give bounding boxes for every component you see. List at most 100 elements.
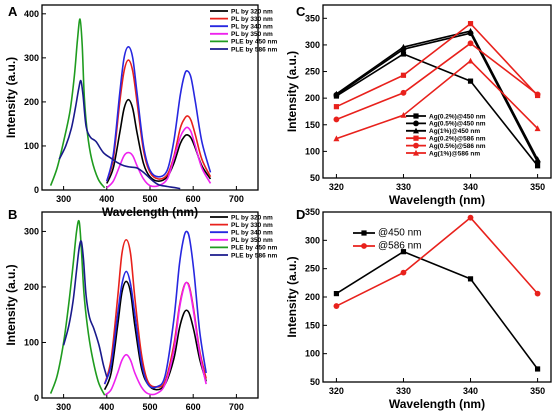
data-point [400,249,407,255]
plot-frame [41,4,259,191]
panel-letter: A [8,4,18,19]
panel-letter: D [296,207,305,222]
x-tick-label: 400 [99,194,114,204]
legend-label: Ag(1%)@586 nm [429,150,480,157]
series-line-PL by 320 nm [103,280,207,391]
plot-frame [322,211,552,383]
panel-letter: C [296,4,306,19]
series-line-PL by 350 nm [106,126,212,189]
x-tick-label: 300 [56,402,71,412]
y-tick-label: 150 [305,320,320,330]
series-line-Ag(0.5%)@450 nm [335,32,539,163]
y-tick-label: 350 [305,13,320,23]
series-line-PLE by 586 nm [58,79,181,190]
x-tick-label: 330 [396,386,411,396]
data-point [467,21,474,27]
data-point [400,269,407,276]
data-point [534,366,541,372]
panel-B: B3004005006007000100200300Wavelength (nm… [4,207,277,412]
series-line-Ag(0.5%)@586 nm [336,42,539,121]
data-point [400,51,407,57]
x-tick-label: 340 [463,386,478,396]
y-tick-label: 350 [305,207,320,217]
y-tick-label: 0 [34,393,39,403]
legend-label: PL by 330 nm [231,16,273,23]
legend-label: PLE by 586 nm [231,46,277,53]
y-tick-label: 50 [310,377,320,387]
data-point [467,27,474,34]
y-tick-label: 100 [305,146,320,156]
legend-label: PL by 320 nm [231,8,273,15]
series-line-Ag(0.2%)@586 nm [336,22,539,108]
legend-marker [413,135,419,141]
legend-label: PLE by 450 nm [231,245,277,252]
series-line-PLE by 586 nm [62,240,108,378]
y-tick-label: 300 [24,53,39,63]
series-line-PL by 340 nm [106,46,212,182]
data-point [467,78,474,84]
y-axis-label: Intensity (a.u.) [4,57,18,138]
legend-label: Ag(0.2%)@586 nm [429,136,486,143]
y-axis-label: Intensity (a.u.) [285,51,299,132]
series-line-PL by 320 nm [106,98,212,184]
legend-label: Ag(0.5%)@586 nm [429,143,486,150]
data-point [400,111,407,118]
y-tick-label: 0 [34,185,39,195]
data-point [333,104,340,110]
data-point [333,291,340,297]
y-axis-label: Intensity (a.u.) [285,256,299,337]
x-tick-label: 340 [463,182,478,192]
data-point [333,116,340,123]
data-point [534,290,541,297]
legend-marker [413,113,419,119]
series-line-Ag(1%)@586 nm [336,60,539,140]
data-point [400,43,407,50]
x-tick-label: 600 [186,194,201,204]
legend-marker [361,243,367,249]
legend-label: PL by 320 nm [231,214,273,221]
data-point [534,156,541,162]
legend-marker [413,127,419,134]
x-tick-label: 700 [229,194,244,204]
y-tick-label: 400 [24,9,39,19]
legend-marker [413,120,419,127]
x-tick-label: 350 [530,386,545,396]
legend-label: PL by 350 nm [231,237,273,244]
x-tick-label: 500 [142,402,157,412]
legend-label: Ag(1%)@450 nm [429,128,480,135]
y-tick-label: 200 [305,292,320,302]
legend-label: PL by 340 nm [231,24,273,31]
series-line-PL by 350 nm [104,281,207,396]
panel-D: D 320 330 340 350 50 100 150 200 250 300 350 Wavelen… [285,207,552,411]
legend-label: PLE by 586 nm [231,252,277,259]
data-point [333,90,340,97]
series-line-@450 nm [335,250,539,370]
legend-label: PL by 350 nm [231,31,273,38]
y-tick-label: 100 [305,349,320,359]
x-tick-label: 330 [396,182,411,192]
data-point [534,125,541,132]
x-tick-label: 320 [329,386,344,396]
x-axis-label: Wavelength (nm) [389,193,485,207]
data-point [400,89,407,96]
data-point [467,276,474,282]
x-tick-label: 600 [186,402,201,412]
x-tick-label: 350 [530,182,545,192]
data-point [400,72,407,78]
y-tick-label: 200 [24,282,39,292]
y-tick-label: 200 [24,97,39,107]
panel-letter: B [8,207,17,222]
data-point [333,135,340,142]
data-point [467,57,474,64]
data-point [534,91,541,98]
y-tick-label: 200 [305,93,320,103]
plot-frame [322,4,552,179]
legend-label: PLE by 450 nm [231,39,277,46]
x-tick-label: 400 [99,402,114,412]
legend-label: Ag(0.5%)@450 nm [429,121,486,128]
y-tick-label: 150 [305,120,320,130]
legend-marker [361,230,367,236]
y-tick-label: 50 [310,173,320,183]
